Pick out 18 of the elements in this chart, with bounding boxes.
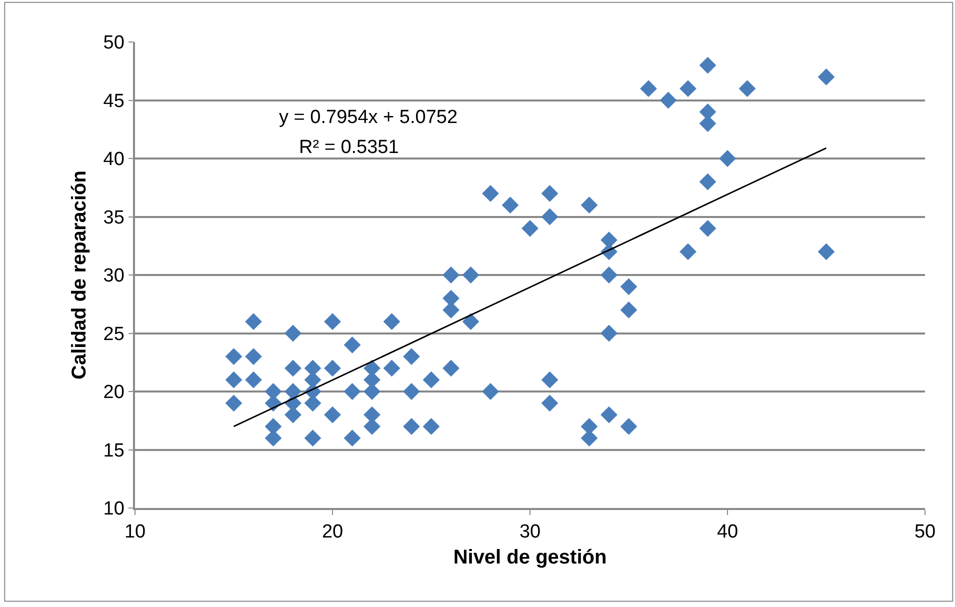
x-axis-title: Nivel de gestión	[453, 546, 607, 569]
x-tick-label: 20	[322, 522, 344, 543]
y-tick-label: 35	[103, 207, 124, 228]
x-tick-label: 50	[914, 522, 936, 543]
y-tick-label: 50	[103, 32, 124, 54]
y-tick-label: 25	[103, 324, 124, 345]
y-tick-label: 45	[103, 90, 124, 112]
annotation: R² = 0.5351	[299, 137, 399, 158]
y-axis-title: Calidad de reparación	[68, 170, 90, 380]
y-tick-label: 20	[103, 382, 124, 404]
x-tick-label: 40	[716, 522, 738, 543]
x-tick-label: 30	[519, 522, 541, 543]
x-tick-label: 10	[124, 522, 146, 543]
y-tick-label: 40	[103, 149, 124, 170]
annotation: y = 0.7954x + 5.0752	[279, 107, 458, 128]
y-tick-label: 30	[103, 266, 124, 287]
y-tick-label: 15	[103, 440, 124, 462]
y-tick-label: 10	[103, 498, 124, 520]
